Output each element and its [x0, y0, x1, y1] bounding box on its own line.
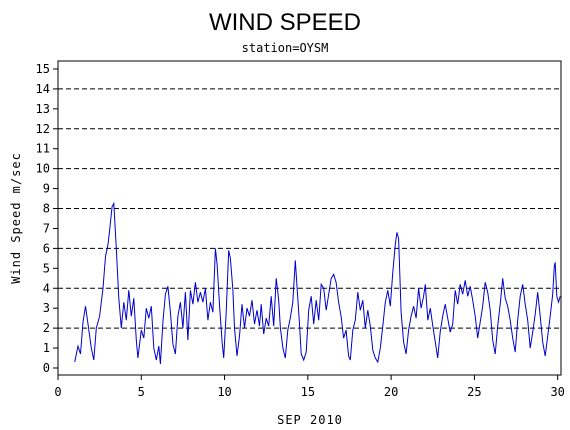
- x-axis-ticks: 0 5 10 15 20 25 30: [54, 375, 565, 399]
- chart-title: WIND SPEED: [209, 9, 361, 36]
- plot-frame: [57, 60, 562, 376]
- y-tick-label-4: 4: [43, 281, 50, 295]
- y-tick-label-7: 7: [43, 221, 50, 235]
- y-tick-label-1: 1: [43, 341, 50, 355]
- y-tick-label-13: 13: [36, 102, 50, 116]
- chart-subtitle: station=OYSM: [242, 41, 329, 55]
- y-tick-label-8: 8: [43, 202, 50, 216]
- x-tick-label-0: 0: [54, 385, 61, 399]
- y-axis-label: Wind Speed m/sec: [9, 152, 23, 284]
- wind-speed-series-line: [74, 201, 561, 365]
- x-axis-label: SEP 2010: [277, 413, 343, 427]
- y-tick-label-12: 12: [36, 122, 50, 136]
- y-tick-label-10: 10: [36, 162, 50, 176]
- x-tick-label-5: 5: [138, 385, 145, 399]
- y-tick-label-0: 0: [43, 361, 50, 375]
- y-tick-label-6: 6: [43, 241, 50, 255]
- x-tick-label-15: 15: [301, 385, 315, 399]
- x-tick-label-10: 10: [217, 385, 231, 399]
- y-tick-label-11: 11: [36, 142, 50, 156]
- x-tick-label-25: 25: [467, 385, 481, 399]
- y-tick-label-9: 9: [43, 182, 50, 196]
- y-tick-label-15: 15: [36, 62, 50, 76]
- y-tick-label-2: 2: [43, 321, 50, 335]
- y-tick-label-3: 3: [43, 301, 50, 315]
- reference-lines: [58, 88, 561, 329]
- y-tick-label-14: 14: [36, 82, 50, 96]
- x-tick-label-20: 20: [384, 385, 398, 399]
- y-tick-label-5: 5: [43, 261, 50, 275]
- x-tick-label-30: 30: [550, 385, 564, 399]
